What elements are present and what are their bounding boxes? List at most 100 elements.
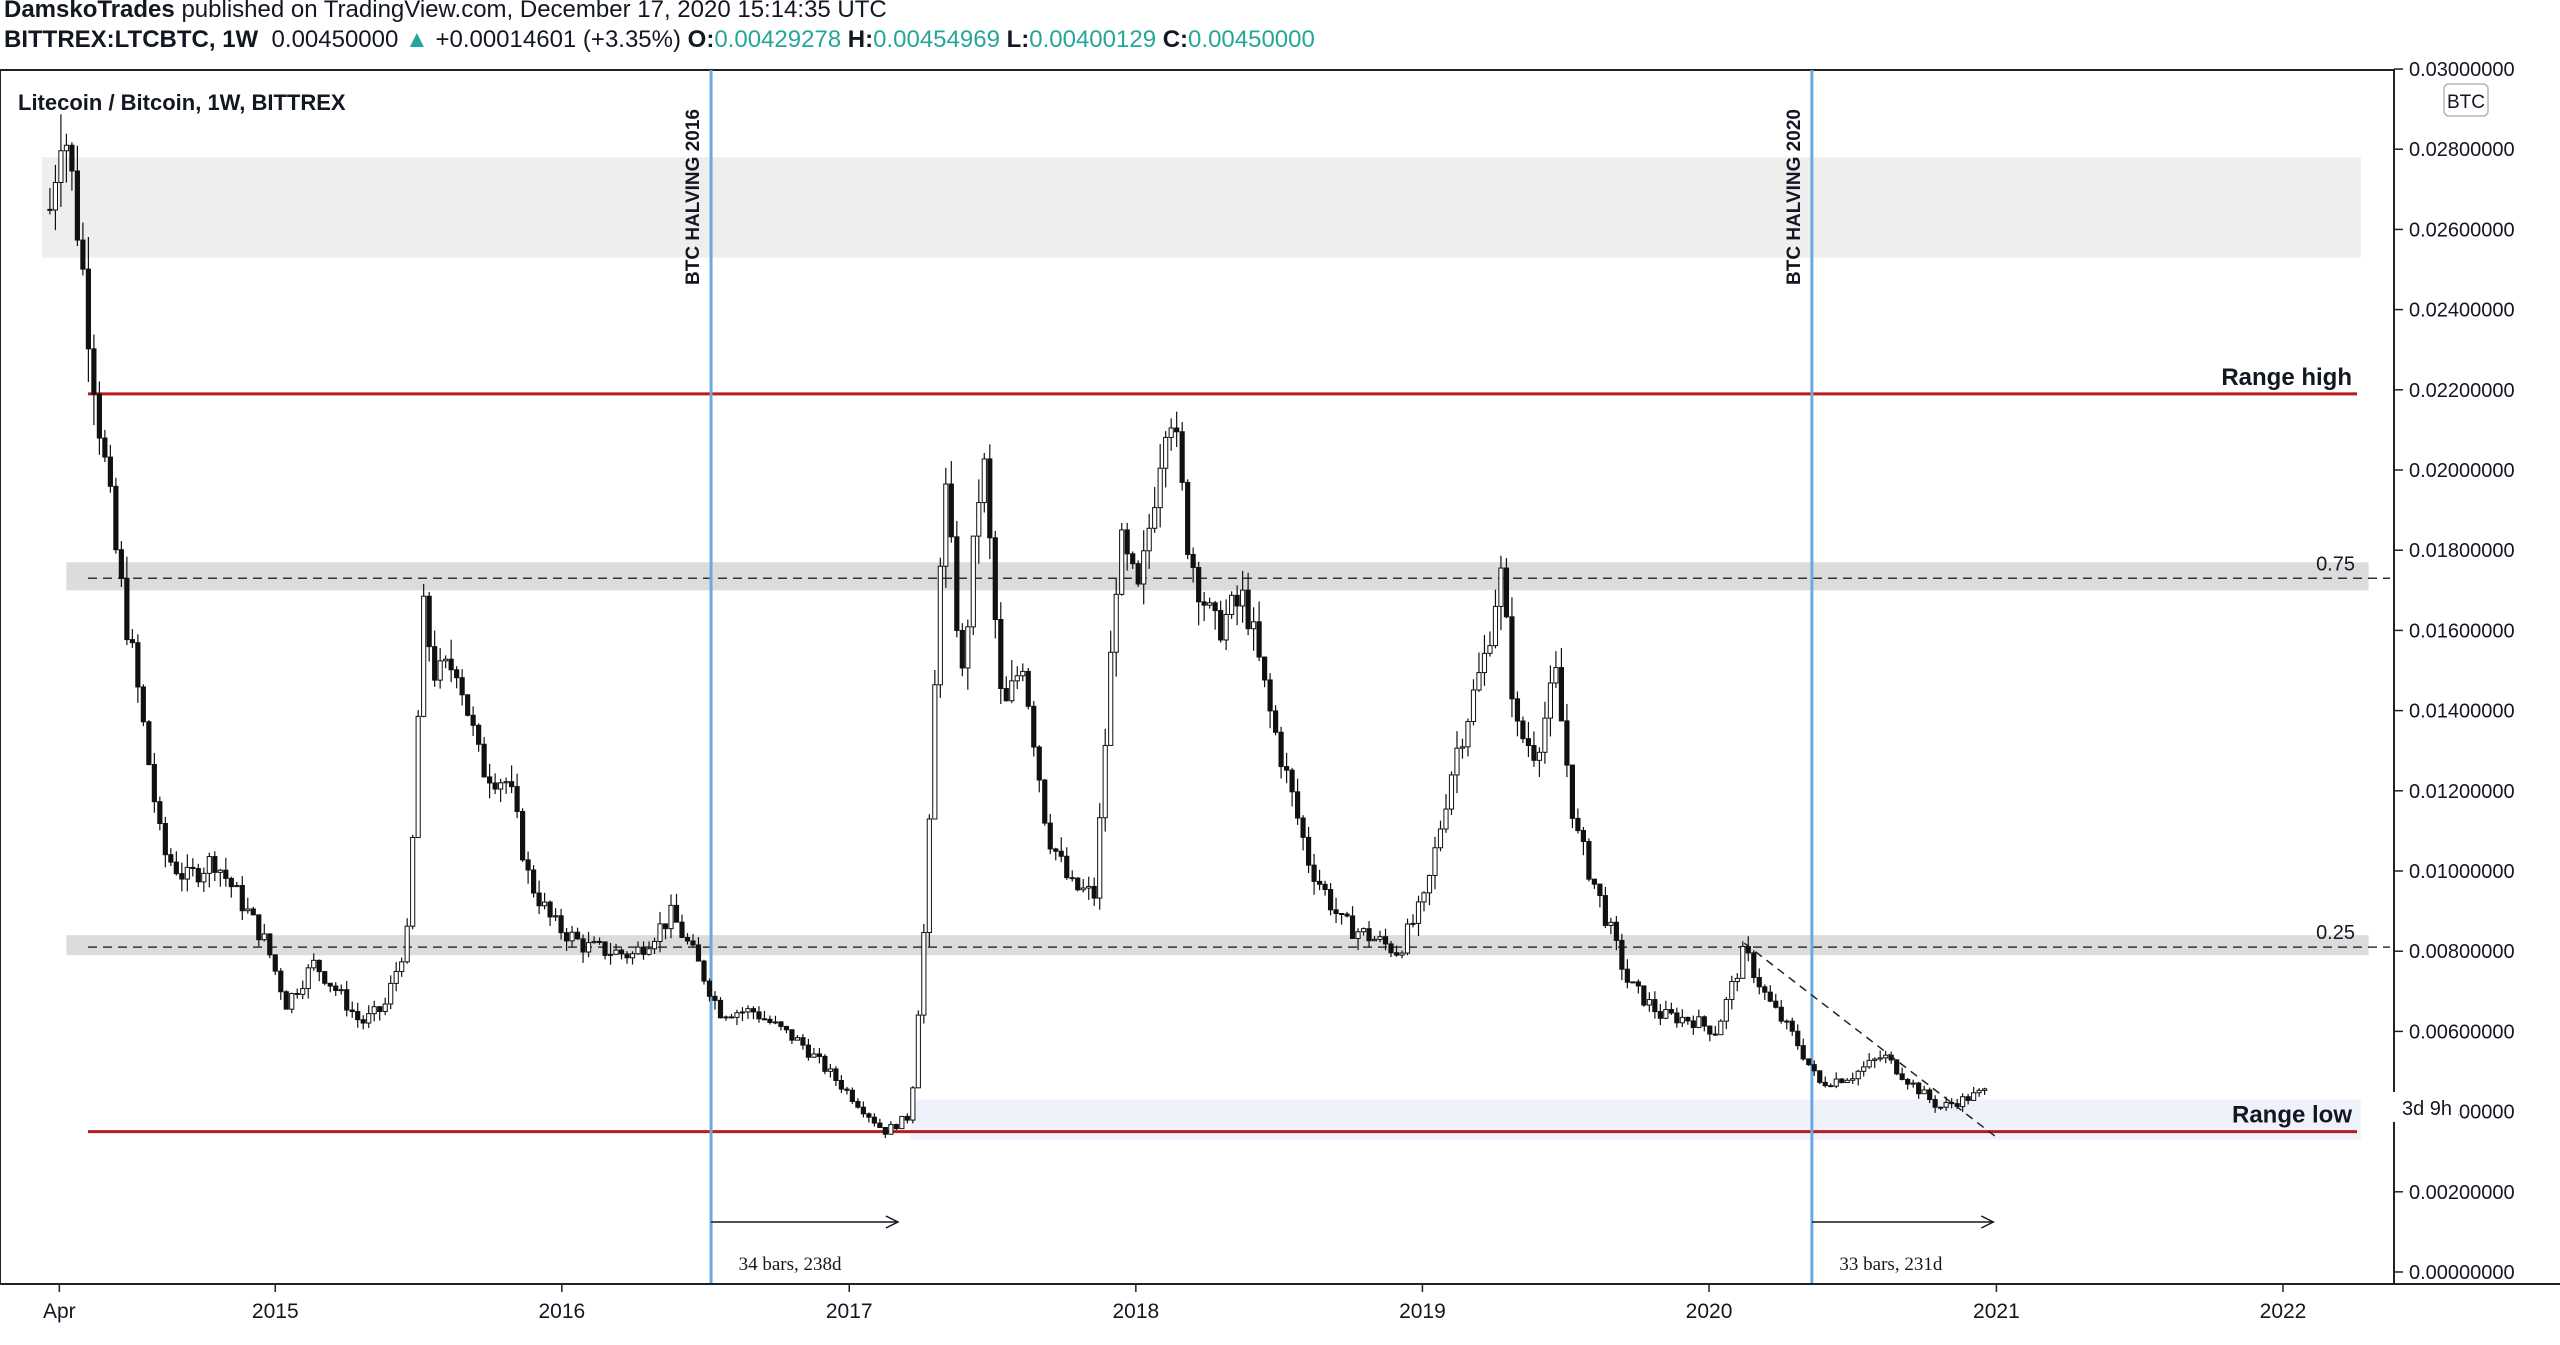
candle[interactable] [344,980,350,1017]
candle[interactable] [1465,718,1471,757]
candle[interactable] [212,851,218,882]
candle[interactable] [404,918,410,964]
price-axis[interactable]: 0.03000000 0.02800000 0.02600000 0.02400000… [2394,59,2515,1284]
candle[interactable] [756,1006,762,1023]
candle[interactable] [811,1048,817,1058]
candle[interactable] [393,961,399,992]
candle[interactable] [591,936,597,944]
candle[interactable] [1520,716,1526,744]
candle[interactable] [1547,665,1554,737]
candle[interactable] [1432,836,1438,890]
candle[interactable] [1800,1038,1806,1061]
candle[interactable] [1234,585,1240,626]
candle[interactable] [739,1007,746,1022]
candle[interactable] [1212,600,1218,630]
candle[interactable] [514,773,520,819]
candle[interactable] [135,634,141,703]
candle[interactable] [800,1034,806,1050]
candle[interactable] [613,943,619,955]
candle[interactable] [1311,853,1317,895]
candle[interactable] [1443,794,1449,833]
candle[interactable] [1459,738,1466,759]
candle[interactable] [1619,933,1625,981]
candle[interactable] [1305,826,1312,874]
candle[interactable] [558,908,564,940]
candle[interactable] [1960,1093,1966,1113]
candle[interactable] [1322,880,1328,896]
candle[interactable] [1448,771,1455,816]
candle[interactable] [80,222,86,276]
candle[interactable] [415,710,421,838]
candle[interactable] [1536,747,1543,777]
candle[interactable] [1366,921,1372,948]
candle[interactable] [1608,917,1614,935]
candle[interactable] [871,1113,877,1127]
candle[interactable] [805,1038,812,1061]
candle[interactable] [239,876,245,920]
candle[interactable] [1762,984,1768,1000]
candle[interactable] [1410,914,1416,928]
candle[interactable] [866,1112,872,1123]
candle[interactable] [151,752,157,813]
candle[interactable] [921,923,927,1024]
candle[interactable] [74,145,80,247]
candle[interactable] [1338,913,1345,925]
candle[interactable] [1833,1072,1839,1089]
candle[interactable] [783,1025,790,1034]
candle[interactable] [278,968,284,1000]
candle[interactable] [1399,950,1405,959]
candle[interactable] [1437,820,1444,852]
candle[interactable] [366,1005,372,1029]
candle[interactable] [992,530,998,639]
candle[interactable] [1597,883,1603,908]
candle[interactable] [1767,985,1773,1003]
candle[interactable] [1487,631,1493,657]
candle[interactable] [1910,1079,1916,1088]
candle[interactable] [893,1123,899,1131]
candle[interactable] [338,984,344,995]
candle[interactable] [1355,928,1361,951]
candle[interactable] [1652,991,1658,1019]
candle[interactable] [300,980,306,1000]
candle[interactable] [552,908,559,922]
candle[interactable] [454,666,460,689]
candle[interactable] [1850,1072,1856,1085]
candle[interactable] [1883,1050,1889,1064]
candle[interactable] [118,541,124,587]
candle[interactable] [1657,1004,1663,1026]
candle[interactable] [1108,630,1114,746]
candle[interactable] [1289,767,1295,807]
candle[interactable] [1690,1015,1696,1035]
candle[interactable] [1196,561,1202,626]
candle[interactable] [668,894,674,939]
candle[interactable] [954,520,960,638]
candle[interactable] [305,964,311,999]
candle[interactable] [1201,592,1207,622]
candle[interactable] [706,978,713,1002]
candle[interactable] [487,763,493,799]
candle[interactable] [1828,1083,1834,1088]
candle[interactable] [525,851,531,884]
candle[interactable] [1163,431,1169,488]
candle[interactable] [509,765,515,794]
candle[interactable] [476,723,482,752]
candle[interactable] [1119,523,1125,596]
candle[interactable] [179,862,185,892]
author-name[interactable]: DamskoTrades [4,0,175,23]
candle[interactable] [448,639,454,683]
candle[interactable] [503,777,509,794]
candle[interactable] [1685,1016,1691,1025]
candle[interactable] [1866,1053,1872,1069]
candle[interactable] [360,1015,366,1030]
candle[interactable] [1421,891,1427,912]
candle[interactable] [937,557,943,698]
candle[interactable] [1575,808,1581,834]
candle[interactable] [377,1005,383,1021]
candle[interactable] [987,444,993,560]
candle[interactable] [657,911,663,953]
candle[interactable] [465,694,471,717]
candle[interactable] [1415,895,1422,937]
candle[interactable] [1872,1057,1878,1068]
candle[interactable] [267,933,273,959]
candle[interactable] [717,997,724,1019]
